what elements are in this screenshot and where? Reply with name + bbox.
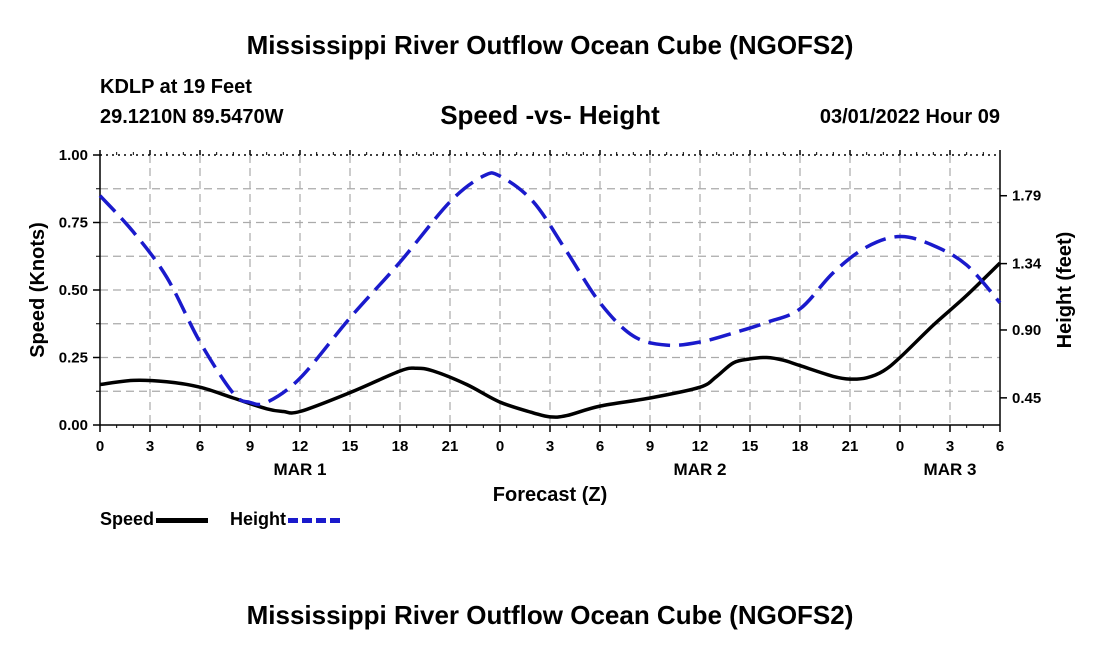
y2-tick-label: 0.45	[1012, 390, 1041, 407]
x-tick-label: 9	[246, 438, 254, 455]
y-tick-label: 0.50	[59, 282, 88, 299]
legend-height: Height	[230, 509, 340, 530]
day-label: MAR 3	[924, 460, 977, 479]
y-tick-label: 0.25	[59, 350, 88, 367]
day-label: MAR 2	[674, 460, 727, 479]
legend-speed-label: Speed	[100, 509, 155, 529]
x-tick-label: 15	[342, 438, 359, 455]
legend-height-label: Height	[230, 509, 286, 529]
forecast-date: 03/01/2022 Hour 09	[819, 106, 1000, 128]
x-tick-label: 6	[596, 438, 604, 455]
x-tick-label: 12	[292, 438, 309, 455]
legend-speed-swatch	[156, 517, 209, 523]
x-tick-label: 21	[842, 438, 859, 455]
footer-title: Mississippi River Outflow Ocean Cube (NG…	[246, 600, 854, 630]
x-tick-label: 3	[946, 438, 954, 455]
series-line-height	[98, 171, 1002, 407]
y2-tick-label: 1.79	[1012, 188, 1041, 205]
x-tick-label: 9	[646, 438, 654, 455]
x-tick-label: 21	[442, 438, 459, 455]
x-tick-label: 18	[392, 438, 409, 455]
y-tick-label: 1.00	[59, 147, 88, 164]
x-tick-label: 3	[546, 438, 554, 455]
y-axis-title: Speed (Knots)	[27, 222, 49, 358]
legend-speed: Speed	[100, 509, 209, 530]
y-tick-label: 0.75	[59, 215, 88, 232]
x-tick-label: 3	[146, 438, 154, 455]
y2-axis-title: Height (feet)	[1054, 232, 1076, 349]
series-line-speed	[99, 261, 1002, 419]
y-tick-label: 0.00	[59, 417, 88, 434]
x-tick-label: 0	[896, 438, 904, 455]
x-tick-label: 12	[692, 438, 709, 455]
y2-tick-label: 0.90	[1012, 322, 1041, 339]
x-tick-label: 0	[96, 438, 104, 455]
station-label: KDLP at 19 Feet	[100, 76, 252, 98]
x-tick-label: 6	[996, 438, 1004, 455]
x-tick-label: 6	[196, 438, 204, 455]
day-label: MAR 1	[274, 460, 327, 479]
y2-tick-label: 1.34	[1012, 256, 1042, 273]
chart-subtitle: Speed -vs- Height	[440, 100, 660, 130]
legend-height-swatch	[288, 517, 340, 523]
x-tick-label: 0	[496, 438, 504, 455]
x-axis-title: Forecast (Z)	[493, 484, 607, 506]
chart-main-title: Mississippi River Outflow Ocean Cube (NG…	[246, 30, 854, 60]
x-tick-label: 15	[742, 438, 759, 455]
x-tick-label: 18	[792, 438, 809, 455]
station-coordinates: 29.1210N 89.5470W	[100, 106, 284, 128]
